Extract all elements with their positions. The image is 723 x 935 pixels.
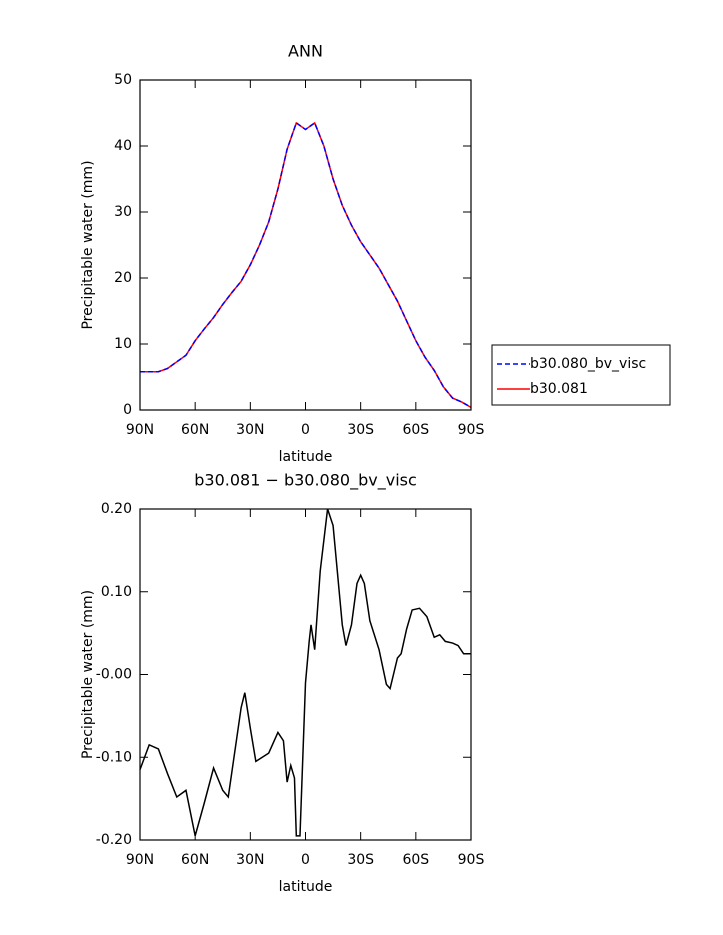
y-tick-label: 0.10: [101, 584, 132, 600]
line: [140, 121, 472, 409]
y-tick-label: 30: [114, 204, 132, 220]
x-tick-label: 30N: [236, 422, 264, 438]
chart-title: ANN: [288, 42, 323, 61]
x-tick-label: 90N: [126, 422, 154, 438]
plot-frame: [139, 508, 472, 841]
x-tick-label: 90S: [458, 852, 485, 868]
x-tick-label: 60N: [181, 852, 209, 868]
line: [140, 121, 472, 409]
y-tick-label: 20: [114, 270, 132, 286]
y-tick-label: 50: [114, 72, 132, 88]
x-tick-label: 30N: [236, 852, 264, 868]
y-tick-label: 0.20: [101, 501, 132, 517]
y-tick-label: 10: [114, 336, 132, 352]
x-tick-label: 90S: [458, 422, 485, 438]
y-tick-label: -0.00: [96, 667, 132, 683]
legend-label: b30.080_bv_visc: [530, 356, 646, 372]
x-tick-label: 30S: [347, 852, 374, 868]
y-tick-label: 40: [114, 138, 132, 154]
x-tick-label: 90N: [126, 852, 154, 868]
x-axis-label: latitude: [279, 449, 333, 465]
x-tick-label: 30S: [347, 422, 374, 438]
y-tick-label: -0.10: [96, 749, 132, 765]
legend-box: [491, 344, 671, 406]
chart-title: b30.081 − b30.080_bv_visc: [194, 471, 417, 491]
x-axis-label: latitude: [279, 879, 333, 895]
x-tick-label: 60S: [402, 422, 429, 438]
plot-frame: [139, 79, 472, 411]
x-tick-label: 60N: [181, 422, 209, 438]
y-tick-label: 0: [123, 402, 132, 418]
y-tick-label: -0.20: [96, 832, 132, 848]
y-axis-label: Precipitable water (mm): [80, 160, 96, 329]
x-tick-label: 0: [301, 422, 310, 438]
legend-label: b30.081: [530, 381, 588, 397]
x-tick-label: 60S: [402, 852, 429, 868]
x-tick-label: 0: [301, 852, 310, 868]
y-axis-label: Precipitable water (mm): [80, 590, 96, 759]
line: [139, 508, 471, 837]
